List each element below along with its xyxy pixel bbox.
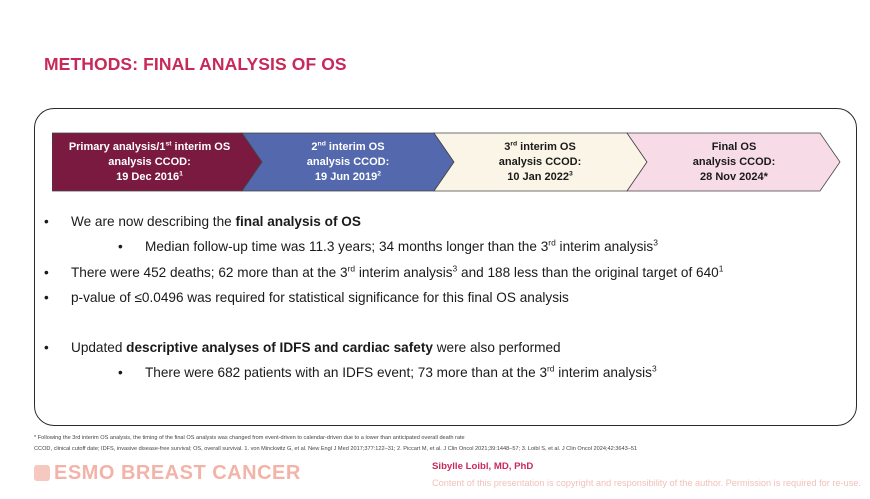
presenter-name: Sibylle Loibl, MD, PhD [432, 461, 534, 472]
timeline-label-third: 3rd interim OS analysis CCOD: 10 Jan 202… [498, 139, 582, 183]
bullet-dot: • [44, 340, 49, 355]
esmo-logo: ESMO BREAST CANCER [34, 462, 301, 485]
timeline-arrow-4 [626, 132, 841, 192]
content-panel [34, 108, 857, 426]
bullet-p-value: p-value of ≤0.0496 was required for stat… [71, 290, 569, 305]
timeline-arrows [52, 132, 841, 192]
slide-title: METHODS: FINAL ANALYSIS OF OS [44, 54, 347, 74]
timeline-label-final: Final OS analysis CCOD: 28 Nov 2024* [692, 140, 776, 183]
bullet-dot: • [44, 214, 49, 229]
copyright-notice: Content of this presentation is copyrigh… [432, 478, 861, 488]
bullet-descriptive-analyses: Updated descriptive analyses of IDFS and… [71, 340, 561, 355]
bullet-dot: • [118, 365, 123, 380]
bullet-dot: • [118, 239, 123, 254]
bullet-final-analysis: We are now describing the final analysis… [71, 214, 361, 229]
bullet-idfs-events: There were 682 patients with an IDFS eve… [145, 363, 657, 380]
bullet-follow-up: Median follow-up time was 11.3 years; 34… [145, 237, 658, 254]
bullet-deaths: There were 452 deaths; 62 more than at t… [71, 263, 724, 280]
footnote-references: CCOD, clinical cutoff date; IDFS, invasi… [34, 446, 638, 452]
bullet-dot: • [44, 290, 49, 305]
bullet-dot: • [44, 265, 49, 280]
timeline-label-second: 2nd interim OS analysis CCOD: 19 Jun 201… [306, 139, 390, 183]
esmo-logo-icon [34, 465, 50, 481]
footnote-timing: * Following the 3rd interim OS analysis,… [34, 435, 465, 441]
timeline-label-primary: Primary analysis/1st interim OS analysis… [68, 139, 231, 183]
